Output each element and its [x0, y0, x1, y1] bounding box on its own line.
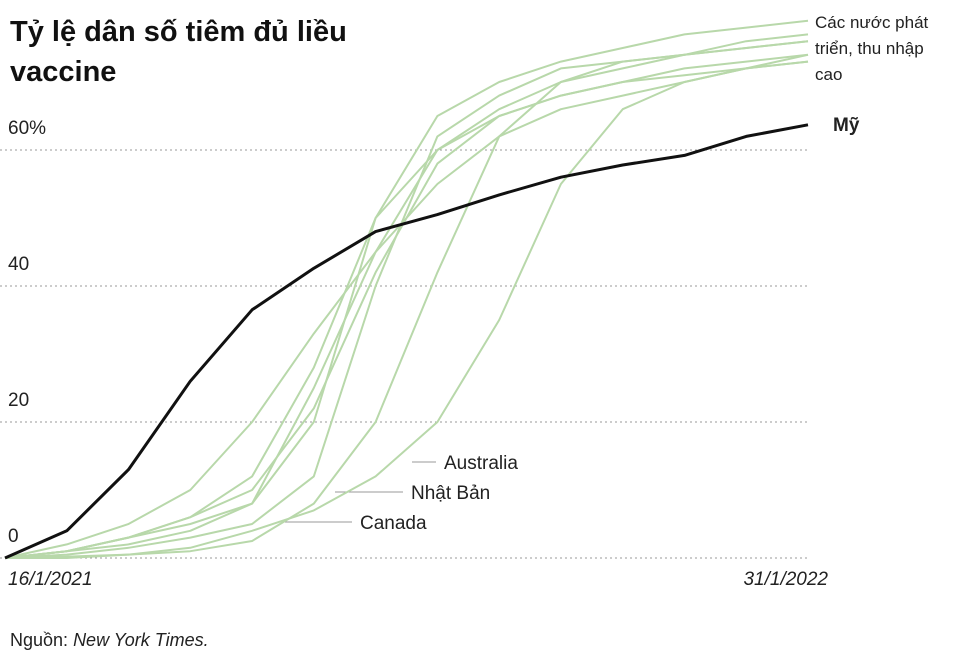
line-series — [4, 33, 809, 559]
line-series — [4, 40, 809, 559]
x-tick-label: 31/1/2022 — [743, 569, 828, 590]
series-label: Mỹ — [833, 115, 860, 136]
chart-title: Tỷ lệ dân số tiêm đủ liều vaccine — [10, 16, 347, 88]
y-tick-label: 60% — [8, 118, 46, 139]
source-note: Nguồn: New York Times. — [10, 630, 209, 651]
source-prefix: Nguồn: — [10, 630, 69, 650]
y-tick-label: 20 — [8, 390, 29, 411]
line-series — [4, 40, 809, 559]
line-series — [4, 53, 809, 559]
series-label: Canada — [360, 513, 427, 534]
line-series — [5, 60, 809, 559]
y-tick-label: 0 — [8, 526, 19, 547]
line-series — [4, 60, 809, 559]
line-series — [4, 53, 809, 559]
x-tick-label: 16/1/2021 — [8, 569, 93, 590]
y-tick-label: 40 — [8, 254, 29, 275]
series-label: Nhật Bản — [411, 483, 490, 504]
series-label: Australia — [444, 453, 518, 474]
line-series — [4, 19, 809, 559]
line-series — [4, 123, 809, 560]
source-name: New York Times. — [73, 630, 209, 650]
group-annotation: Các nước phát triển, thu nhập cao — [815, 13, 929, 84]
